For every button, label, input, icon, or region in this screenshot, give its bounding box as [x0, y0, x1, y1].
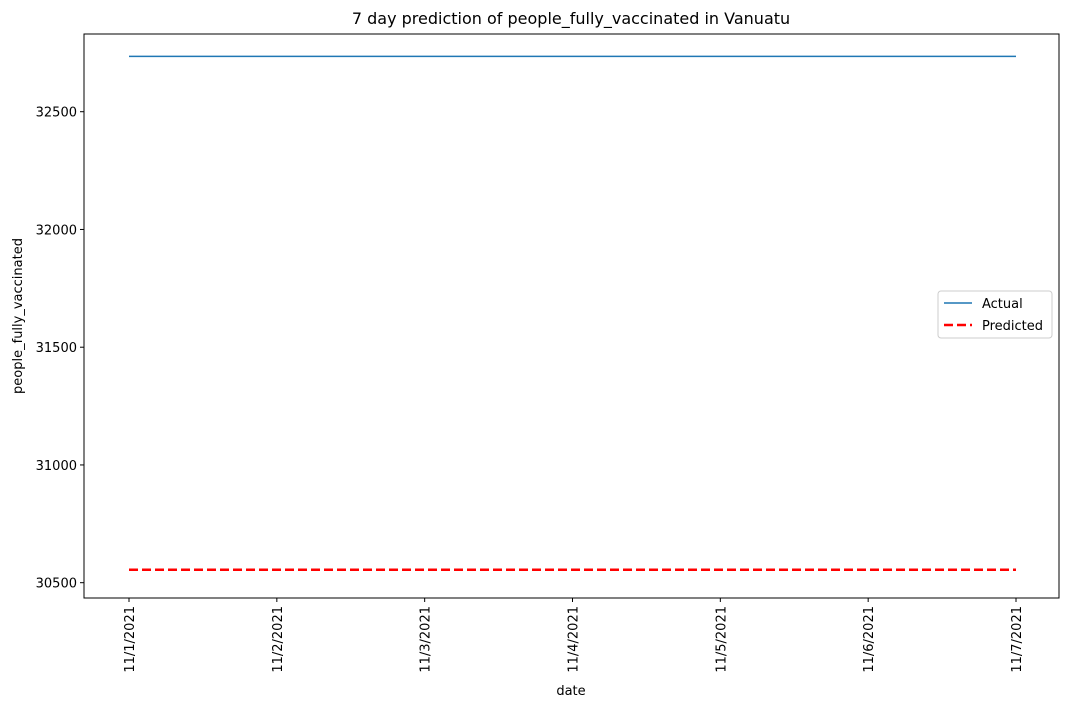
legend-label-predicted: Predicted: [982, 319, 1043, 334]
x-axis-title: date: [556, 684, 585, 699]
legend: Actual Predicted: [937, 290, 1053, 339]
chart-title: 7 day prediction of people_fully_vaccina…: [352, 9, 790, 29]
y-tick-label: 31500: [36, 341, 77, 356]
x-tick-label: 11/1/2021: [123, 606, 138, 673]
series-layer: [129, 55, 1016, 571]
y-axis: 30500 31000 31500 32000 32500: [36, 106, 84, 592]
y-axis-title: people_fully_vaccinated: [11, 238, 26, 394]
x-tick-label: 11/2/2021: [271, 606, 286, 673]
y-tick-label: 30500: [36, 577, 77, 592]
x-tick-label: 11/6/2021: [862, 606, 877, 673]
x-tick-label: 11/5/2021: [714, 606, 729, 673]
legend-label-actual: Actual: [982, 297, 1023, 312]
x-tick-label: 11/3/2021: [419, 606, 434, 673]
x-tick-label: 11/4/2021: [567, 606, 582, 673]
plot-area: [83, 33, 1060, 599]
y-tick-label: 31000: [36, 459, 77, 474]
y-tick-label: 32500: [36, 106, 77, 121]
x-axis: 11/1/2021 11/2/2021 11/3/2021 11/4/2021 11/5…: [123, 598, 1025, 673]
x-tick-label: 11/7/2021: [1010, 606, 1025, 673]
y-tick-label: 32000: [36, 223, 77, 238]
